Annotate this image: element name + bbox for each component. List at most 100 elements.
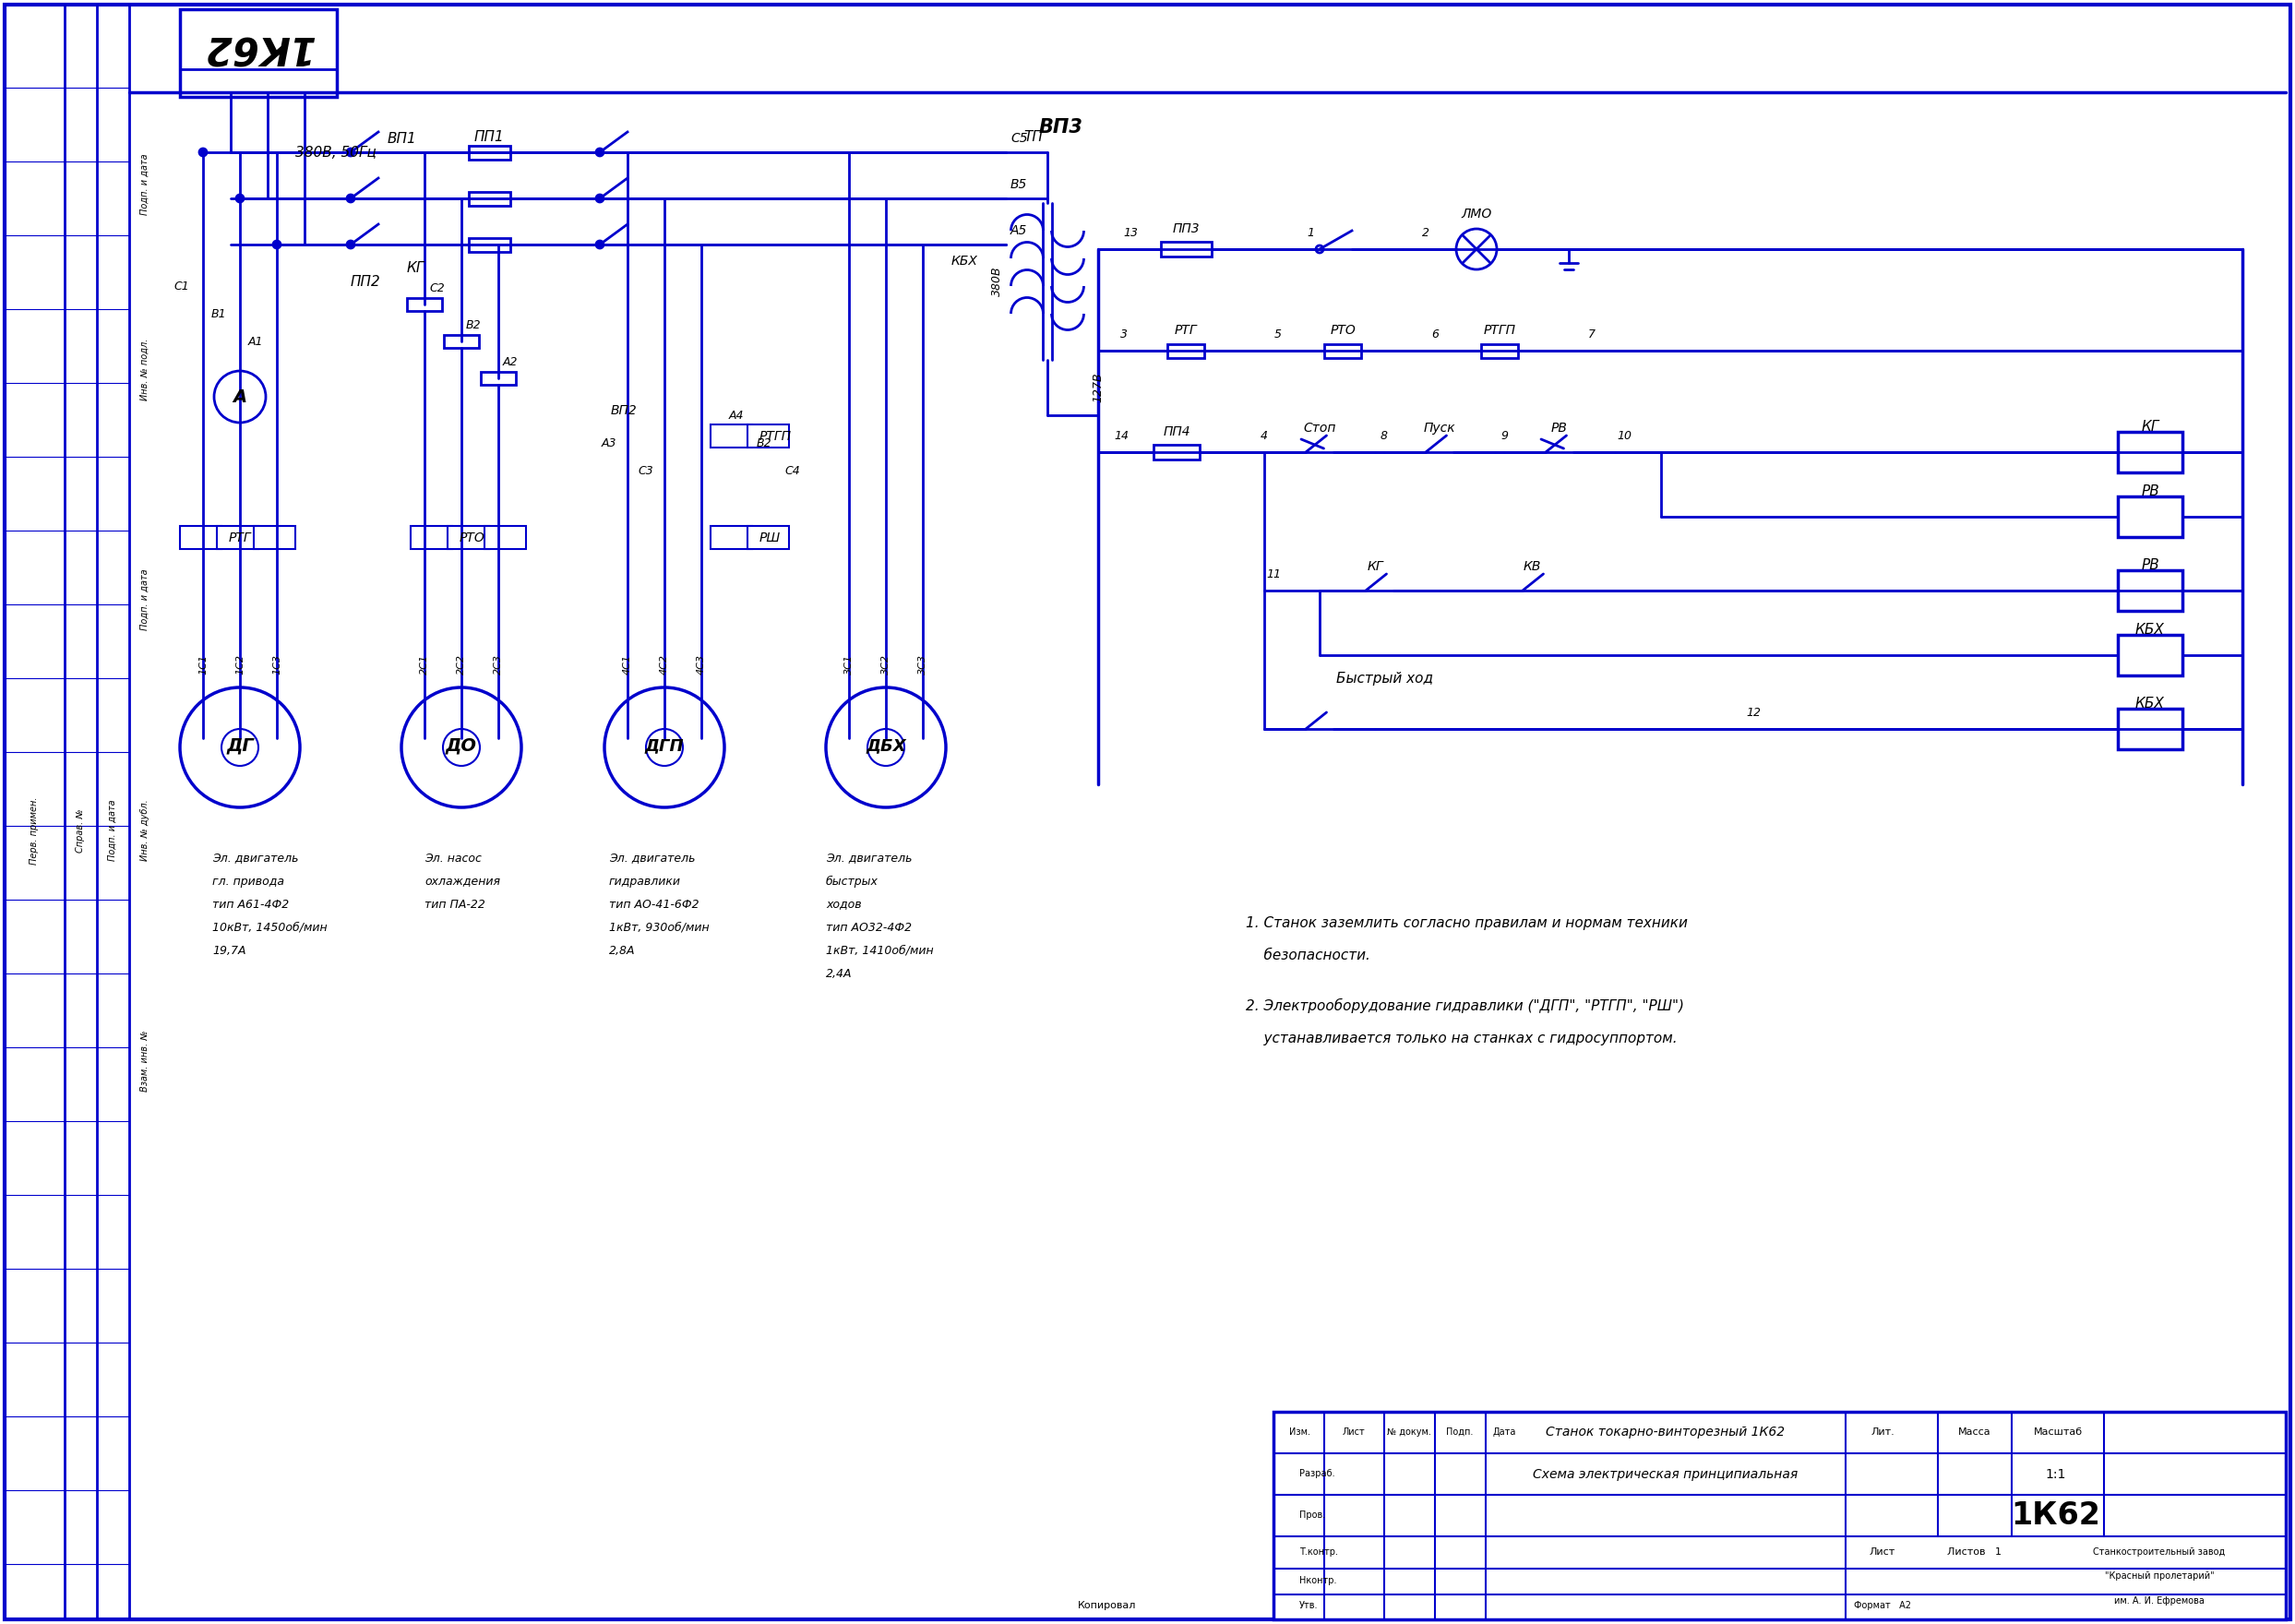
Text: КГ: КГ <box>406 261 425 274</box>
Text: Перв. примен.: Перв. примен. <box>30 796 39 864</box>
Text: А4: А4 <box>730 409 744 421</box>
Circle shape <box>223 729 259 767</box>
Bar <box>468 192 509 205</box>
Text: 19,7А: 19,7А <box>211 945 246 957</box>
Text: ВП2: ВП2 <box>610 404 636 417</box>
Text: КГ: КГ <box>2141 419 2160 434</box>
Circle shape <box>604 687 725 807</box>
Text: Инв. № подл.: Инв. № подл. <box>140 338 149 400</box>
Text: устанавливается только на станках с гидросуппортом.: устанавливается только на станках с гидр… <box>1246 1031 1678 1044</box>
Text: Эл. насос: Эл. насос <box>425 853 482 864</box>
Text: 380В, 50Гц: 380В, 50Гц <box>296 145 376 159</box>
Bar <box>2118 635 2183 676</box>
Text: В2: В2 <box>466 318 482 331</box>
Text: Подп.: Подп. <box>1446 1427 1473 1437</box>
Text: Инв. № дубл.: Инв. № дубл. <box>140 799 149 861</box>
Text: 14: 14 <box>1113 429 1129 442</box>
Text: тип АО32-4Ф2: тип АО32-4Ф2 <box>826 921 911 934</box>
Text: 2С1: 2С1 <box>420 654 429 674</box>
Text: ДГП: ДГП <box>645 737 684 754</box>
Text: Утв.: Утв. <box>1299 1601 1317 1609</box>
Text: 8: 8 <box>1382 429 1388 442</box>
Bar <box>1168 344 1205 357</box>
Text: РШ: РШ <box>760 531 780 544</box>
Text: А: А <box>234 388 248 406</box>
Text: С5: С5 <box>1010 132 1028 145</box>
Text: РТГ: РТГ <box>230 531 252 544</box>
Text: "Красный пролетарий": "Красный пролетарий" <box>2105 1572 2215 1580</box>
Text: 1: 1 <box>1306 226 1315 239</box>
Circle shape <box>443 729 480 767</box>
Text: КВ: КВ <box>1524 560 1540 573</box>
Text: охлаждения: охлаждения <box>425 875 500 887</box>
Circle shape <box>826 687 946 807</box>
Text: № докум.: № докум. <box>1386 1427 1432 1437</box>
Text: С3: С3 <box>638 464 654 476</box>
Text: 1кВт, 1410об/мин: 1кВт, 1410об/мин <box>826 945 934 957</box>
Bar <box>2118 497 2183 538</box>
Circle shape <box>597 148 604 156</box>
Circle shape <box>645 729 684 767</box>
Text: ТП: ТП <box>1024 130 1044 143</box>
Text: Эл. двигатель: Эл. двигатель <box>826 853 911 864</box>
Text: 12: 12 <box>1746 706 1760 718</box>
Text: 2. Электрооборудование гидравлики ("ДГП", "РТГП", "РШ"): 2. Электрооборудование гидравлики ("ДГП"… <box>1246 999 1685 1013</box>
Bar <box>468 145 509 159</box>
Text: 1. Станок заземлить согласно правилам и нормам техники: 1. Станок заземлить согласно правилам и … <box>1246 916 1687 929</box>
Text: 9: 9 <box>1501 429 1508 442</box>
Circle shape <box>273 240 280 248</box>
Circle shape <box>597 195 604 201</box>
Bar <box>406 299 443 310</box>
Text: В1: В1 <box>211 307 227 320</box>
Text: 3С1: 3С1 <box>845 654 854 674</box>
Text: КБХ: КБХ <box>2134 697 2164 710</box>
Text: Эл. двигатель: Эл. двигатель <box>608 853 695 864</box>
Circle shape <box>1455 229 1496 270</box>
Bar <box>1274 1411 2286 1619</box>
Text: С2: С2 <box>429 283 445 294</box>
Circle shape <box>597 240 604 248</box>
Circle shape <box>402 687 521 807</box>
Text: безопасности.: безопасности. <box>1246 948 1370 961</box>
Text: ДБХ: ДБХ <box>865 737 907 754</box>
Bar <box>179 526 223 549</box>
Text: 1С1: 1С1 <box>197 654 207 674</box>
Text: В2: В2 <box>757 437 771 448</box>
Text: Масштаб: Масштаб <box>2033 1427 2082 1437</box>
Text: 127В: 127В <box>1092 372 1104 403</box>
Circle shape <box>868 729 904 767</box>
Text: 4: 4 <box>1260 429 1267 442</box>
Bar <box>2118 708 2183 749</box>
Text: 10кВт, 1450об/мин: 10кВт, 1450об/мин <box>211 921 328 934</box>
Circle shape <box>200 148 207 156</box>
Text: ПП1: ПП1 <box>475 130 505 143</box>
Bar <box>2118 432 2183 473</box>
Text: Нконтр.: Нконтр. <box>1299 1575 1336 1585</box>
Text: А2: А2 <box>503 356 519 367</box>
Text: 1:1: 1:1 <box>2045 1468 2066 1481</box>
Text: ходов: ходов <box>826 898 861 911</box>
Text: Разраб.: Разраб. <box>1299 1470 1336 1478</box>
Text: В5: В5 <box>1010 179 1028 192</box>
Text: ПП2: ПП2 <box>351 274 381 289</box>
Circle shape <box>1315 245 1324 253</box>
Text: Листов   1: Листов 1 <box>1948 1548 2001 1557</box>
Text: тип А61-4Ф2: тип А61-4Ф2 <box>211 898 289 911</box>
Text: Схема электрическая принципиальная: Схема электрическая принципиальная <box>1533 1468 1799 1481</box>
Text: 2С3: 2С3 <box>493 654 503 674</box>
Text: Станкостроительный завод: Станкостроительный завод <box>2093 1548 2226 1557</box>
Circle shape <box>347 148 353 156</box>
Text: 4С2: 4С2 <box>659 654 670 674</box>
Text: КГ: КГ <box>1368 560 1384 573</box>
Circle shape <box>179 687 301 807</box>
Text: РТО: РТО <box>459 531 484 544</box>
Bar <box>448 526 489 549</box>
Text: ВП3: ВП3 <box>1040 119 1083 136</box>
Bar <box>711 424 753 448</box>
Text: Подп. и дата: Подп. и дата <box>140 154 149 216</box>
Text: Подп. и дата: Подп. и дата <box>108 799 117 861</box>
Bar <box>1161 242 1212 257</box>
Text: КБХ: КБХ <box>2134 622 2164 637</box>
Bar <box>255 526 296 549</box>
Text: 11: 11 <box>1267 568 1281 580</box>
